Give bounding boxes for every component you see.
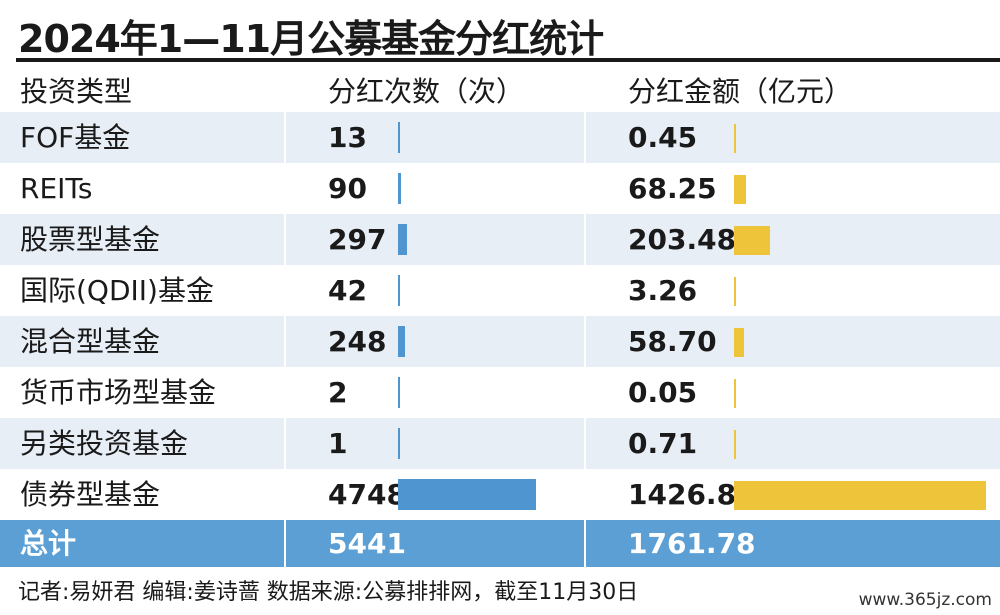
column-divider	[284, 112, 286, 520]
row-count: 2	[328, 376, 348, 409]
row-count: 4748	[328, 478, 406, 511]
table-header: 投资类型 分红次数（次） 分红金额（亿元）	[0, 62, 1000, 112]
count-bar	[398, 326, 406, 357]
row-type: 混合型基金	[20, 325, 161, 358]
row-count: 297	[328, 223, 387, 256]
table-row: 股票型基金 297 203.48	[0, 214, 1000, 265]
amount-bar	[734, 379, 736, 408]
row-amount: 0.45	[628, 121, 698, 154]
amount-bar	[734, 226, 770, 255]
row-count: 90	[328, 172, 367, 205]
table-row: 国际(QDII)基金 42 3.26	[0, 265, 1000, 316]
count-bar	[398, 122, 400, 153]
row-amount: 58.70	[628, 325, 717, 358]
row-amount: 68.25	[628, 172, 717, 205]
table-row: REITs 90 68.25	[0, 163, 1000, 214]
row-count: 13	[328, 121, 367, 154]
column-divider	[584, 520, 586, 567]
row-count: 1	[328, 427, 348, 460]
total-amount: 1761.78	[628, 527, 756, 560]
count-bar	[398, 428, 400, 459]
column-divider	[284, 520, 286, 567]
row-amount: 0.71	[628, 427, 698, 460]
amount-bar	[734, 124, 736, 153]
watermark: www.365jz.com	[858, 590, 992, 610]
total-row: 总计 5441 1761.78	[0, 520, 1000, 567]
row-type: FOF基金	[20, 121, 131, 154]
table-row: 货币市场型基金 2 0.05	[0, 367, 1000, 418]
table-row: 债券型基金 4748 1426.88	[0, 469, 1000, 520]
count-bar	[398, 377, 400, 408]
header-type: 投资类型	[20, 75, 133, 108]
amount-bar	[734, 175, 747, 204]
row-type: 货币市场型基金	[20, 376, 217, 409]
header-count: 分红次数（次）	[328, 75, 525, 108]
row-amount: 0.05	[628, 376, 698, 409]
row-count: 248	[328, 325, 387, 358]
amount-bar	[734, 277, 736, 306]
row-count: 42	[328, 274, 367, 307]
table-row: 另类投资基金 1 0.71	[0, 418, 1000, 469]
amount-bar	[734, 430, 736, 459]
row-type: 另类投资基金	[20, 427, 189, 460]
count-bar	[398, 479, 536, 510]
footer-credits: 记者:易妍君 编辑:姜诗蔷 数据来源:公募排排网，截至11月30日	[18, 580, 639, 605]
total-label: 总计	[20, 527, 77, 560]
row-type: 国际(QDII)基金	[20, 274, 214, 307]
amount-bar	[734, 481, 986, 510]
page-title: 2024年1—11月公募基金分红统计	[18, 17, 604, 61]
row-amount: 3.26	[628, 274, 698, 307]
row-type: REITs	[20, 172, 93, 205]
column-divider	[584, 112, 586, 520]
row-type: 债券型基金	[20, 478, 161, 511]
row-type: 股票型基金	[20, 223, 161, 256]
table-row: FOF基金 13 0.45	[0, 112, 1000, 163]
count-bar	[398, 224, 407, 255]
count-bar	[398, 275, 400, 306]
total-count: 5441	[328, 527, 406, 560]
table-row: 混合型基金 248 58.70	[0, 316, 1000, 367]
header-amount: 分红金额（亿元）	[628, 75, 853, 108]
amount-bar	[734, 328, 745, 357]
title-rule	[16, 58, 1000, 62]
count-bar	[398, 173, 401, 204]
row-amount: 203.48	[628, 223, 737, 256]
